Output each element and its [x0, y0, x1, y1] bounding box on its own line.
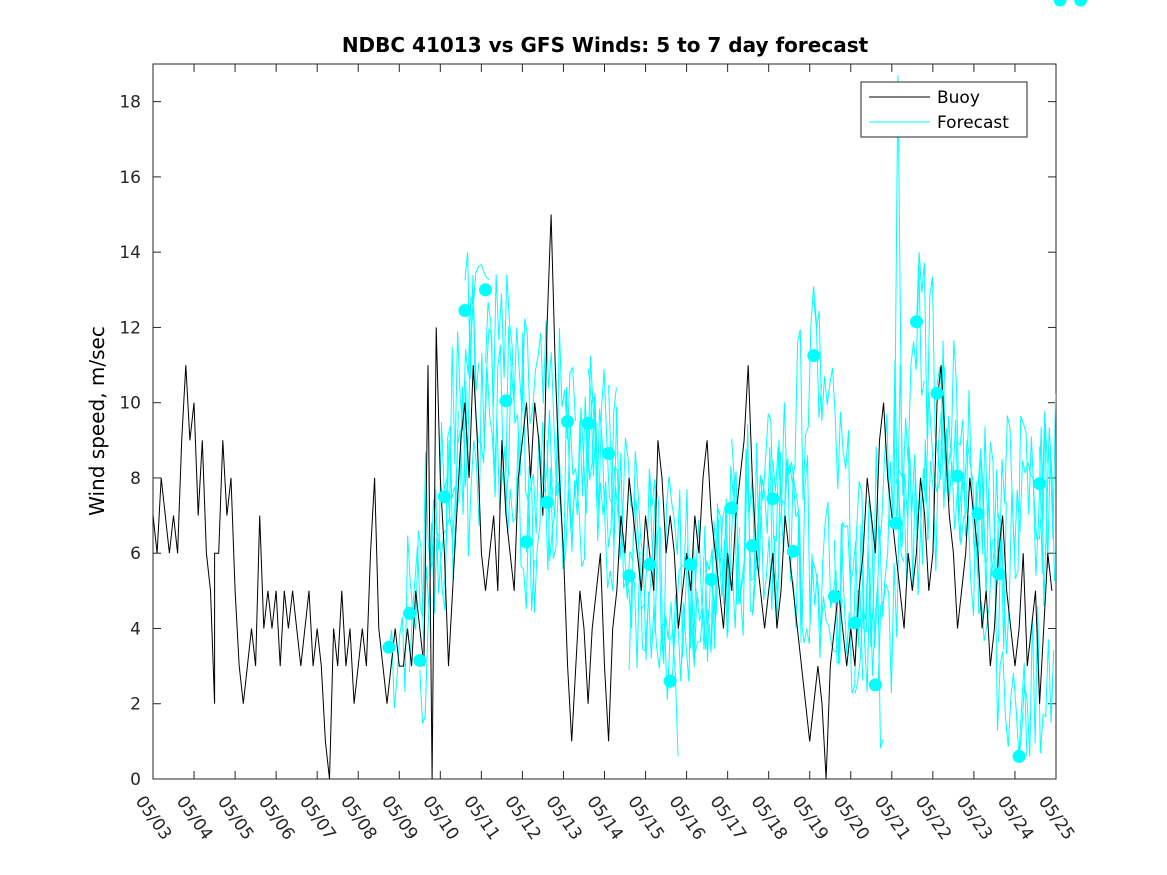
forecast-point [382, 640, 396, 654]
x-tick-label: 05/05 [213, 792, 257, 844]
forecast-line [649, 479, 720, 659]
forecast-point [1053, 0, 1067, 7]
x-tick-label: 05/19 [788, 792, 832, 844]
forecast-point [437, 490, 451, 504]
forecast-line [792, 501, 864, 694]
forecast-point [520, 535, 534, 549]
y-tick-label: 16 [119, 168, 141, 188]
x-tick-label: 05/20 [829, 792, 873, 844]
forecast-point [581, 416, 595, 430]
x-tick-label: 05/08 [336, 792, 380, 844]
x-tick-label: 05/10 [418, 792, 462, 844]
forecast-point [684, 558, 698, 571]
forecast-line [505, 318, 576, 496]
y-tick-label: 18 [119, 93, 141, 113]
forecast-point [602, 446, 616, 460]
x-tick-label: 05/06 [254, 792, 298, 844]
y-tick-label: 6 [130, 544, 141, 564]
forecast-point [950, 469, 964, 483]
y-tick-label: 10 [119, 394, 141, 414]
x-tick-label: 05/04 [172, 792, 216, 844]
y-tick-label: 8 [130, 469, 141, 489]
forecast-point [827, 589, 841, 603]
forecast-spike [893, 75, 903, 516]
x-tick-label: 05/13 [541, 792, 585, 844]
forecast-point [499, 394, 513, 408]
buoy-series [152, 214, 1053, 780]
forecast-point [889, 516, 903, 530]
x-tick-label: 05/07 [295, 792, 339, 844]
forecast-point [971, 507, 985, 521]
forecast-point [403, 606, 417, 620]
forecast-point [704, 573, 718, 587]
legend-label-forecast: Forecast [937, 113, 1009, 133]
x-tick-label: 05/09 [377, 792, 421, 844]
y-tick-label: 4 [130, 619, 141, 639]
x-tick-label: 05/11 [459, 792, 503, 844]
forecast-line [669, 472, 740, 689]
x-tick-label: 05/24 [993, 792, 1037, 844]
forecast-point [766, 492, 780, 506]
forecast-line [731, 424, 802, 643]
forecast-point [745, 539, 759, 553]
forecast-point [1033, 477, 1047, 491]
forecast-line [546, 387, 617, 570]
forecast-point [622, 569, 636, 583]
forecast-line [1018, 606, 1055, 757]
forecast-point [540, 495, 554, 509]
x-tick-label: 05/25 [1034, 792, 1078, 844]
forecast-point [458, 303, 472, 317]
forecast-point [725, 501, 739, 515]
x-tick-label: 05/23 [952, 792, 996, 844]
forecast-line [854, 265, 925, 694]
x-tick-label: 05/22 [911, 792, 955, 844]
y-tick-label: 0 [130, 770, 141, 790]
forecast-line [957, 419, 1028, 757]
y-axis: 0 2 4 6 8 10 12 14 16 18 [119, 93, 1056, 790]
forecast-point [643, 558, 657, 571]
legend: Buoy Forecast [860, 81, 1028, 138]
forecast-point [478, 283, 492, 297]
forecast-point [930, 386, 944, 400]
forecast-line [587, 368, 658, 612]
x-tick-label: 05/03 [131, 792, 175, 844]
forecast-line [419, 263, 490, 724]
x-tick-label: 05/15 [623, 792, 667, 844]
y-tick-label: 2 [130, 695, 141, 715]
forecast-line [998, 426, 1056, 655]
forecast-point [663, 674, 677, 688]
chart-title: NDBC 41013 vs GFS Winds: 5 to 7 day fore… [342, 33, 869, 57]
forecast-line [710, 442, 782, 642]
forecast-point [561, 415, 575, 428]
x-tick-label: 05/16 [664, 792, 708, 844]
legend-label-buoy: Buoy [937, 88, 980, 108]
forecast-point [1074, 0, 1088, 7]
legend-box [860, 81, 1028, 138]
forecast-point [413, 653, 427, 667]
forecast-point [786, 544, 800, 558]
y-axis-label: Wind speed, m/sec [85, 326, 109, 516]
x-tick-label: 05/14 [582, 792, 626, 844]
forecast-line [895, 412, 966, 585]
forecast-points [382, 0, 1088, 763]
forecast-point [1012, 749, 1026, 763]
forecast-point [909, 315, 923, 329]
y-tick-label: 14 [119, 243, 141, 263]
forecast-line [409, 296, 480, 672]
x-tick-label: 05/17 [706, 792, 750, 844]
forecast-point [992, 567, 1006, 581]
forecast-line [1039, 393, 1057, 574]
y-tick-label: 12 [119, 318, 141, 338]
x-tick-label: 05/12 [500, 792, 544, 844]
buoy-line [152, 214, 1053, 780]
forecast-line [443, 344, 515, 587]
x-tick-label: 05/21 [870, 792, 914, 844]
forecast-point [868, 678, 882, 692]
forecast-line [567, 396, 638, 629]
forecast-point [807, 349, 821, 363]
x-tick-label: 05/18 [747, 792, 791, 844]
forecast-point [848, 616, 862, 630]
